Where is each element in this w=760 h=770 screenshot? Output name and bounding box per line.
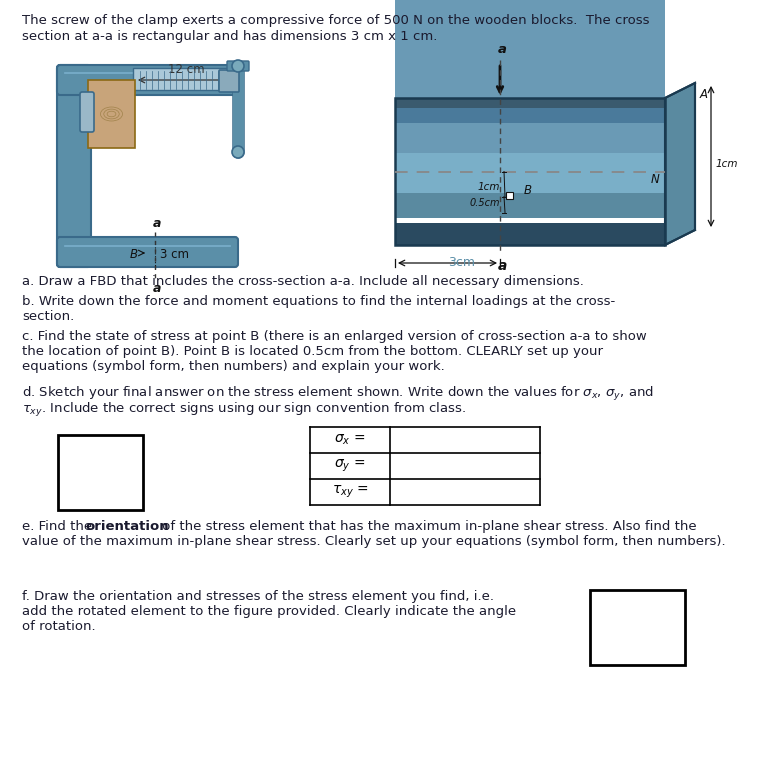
Bar — [506, 192, 513, 199]
Bar — [395, 98, 665, 108]
Text: a. Draw a FBD that includes the cross-section a-a. Include all necessary dimensi: a. Draw a FBD that includes the cross-se… — [22, 275, 584, 288]
FancyBboxPatch shape — [57, 65, 238, 95]
Text: A: A — [700, 88, 708, 101]
Bar — [395, 193, 665, 218]
Text: a: a — [153, 217, 161, 230]
Text: 12 cm: 12 cm — [168, 63, 204, 76]
Text: $\sigma_x$ =: $\sigma_x$ = — [334, 433, 366, 447]
Text: section at a-a is rectangular and has dimensions 3 cm x 1 cm.: section at a-a is rectangular and has di… — [22, 30, 437, 43]
Text: 1cm: 1cm — [477, 182, 500, 192]
Text: of the stress element that has the maximum in-plane shear stress. Also find the: of the stress element that has the maxim… — [158, 520, 697, 533]
Bar — [395, 153, 665, 193]
FancyBboxPatch shape — [57, 237, 238, 267]
Text: b. Write down the force and moment equations to find the internal loadings at th: b. Write down the force and moment equat… — [22, 295, 616, 308]
Polygon shape — [665, 83, 695, 245]
Text: orientation: orientation — [85, 520, 169, 533]
Text: of rotation.: of rotation. — [22, 620, 96, 633]
Text: equations (symbol form, then numbers) and explain your work.: equations (symbol form, then numbers) an… — [22, 360, 445, 373]
Text: 0.5cm: 0.5cm — [470, 197, 500, 207]
Text: a: a — [153, 282, 161, 295]
Text: 1cm: 1cm — [715, 159, 737, 169]
FancyBboxPatch shape — [57, 65, 91, 267]
Text: f. Draw the orientation and stresses of the stress element you find, i.e.: f. Draw the orientation and stresses of … — [22, 590, 494, 603]
Text: 3 cm: 3 cm — [160, 249, 189, 262]
Text: B: B — [524, 184, 532, 197]
Text: section.: section. — [22, 310, 74, 323]
Text: add the rotated element to the figure provided. Clearly indicate the angle: add the rotated element to the figure pr… — [22, 605, 516, 618]
Text: d. Sketch your final answer on the stress element shown. Write down the values f: d. Sketch your final answer on the stres… — [22, 385, 654, 403]
Text: $\sigma_y$ =: $\sigma_y$ = — [334, 458, 366, 474]
Text: $\tau_{xy}$. Include the correct signs using our sign convention from class.: $\tau_{xy}$. Include the correct signs u… — [22, 401, 467, 419]
Text: the location of point B). Point B is located 0.5cm from the bottom. CLEARLY set : the location of point B). Point B is loc… — [22, 345, 603, 358]
Circle shape — [232, 146, 244, 158]
Text: B: B — [130, 249, 138, 262]
FancyBboxPatch shape — [80, 92, 94, 132]
Text: $\tau_{xy}$ =: $\tau_{xy}$ = — [331, 484, 369, 500]
Text: a: a — [498, 43, 506, 56]
FancyBboxPatch shape — [227, 61, 249, 71]
Text: c. Find the state of stress at point B (there is an enlarged version of cross-se: c. Find the state of stress at point B (… — [22, 330, 647, 343]
Bar — [395, 123, 665, 153]
Bar — [58, 435, 143, 510]
Bar — [395, 98, 665, 245]
FancyBboxPatch shape — [219, 70, 239, 92]
Text: N: N — [651, 173, 660, 186]
Text: e. Find the: e. Find the — [22, 520, 97, 533]
Text: 3cm: 3cm — [448, 256, 476, 270]
Text: value of the maximum in-plane shear stress. Clearly set up your equations (symbo: value of the maximum in-plane shear stre… — [22, 535, 726, 548]
FancyBboxPatch shape — [133, 68, 228, 90]
Text: The screw of the clamp exerts a compressive force of 500 N on the wooden blocks.: The screw of the clamp exerts a compress… — [22, 14, 650, 27]
Circle shape — [232, 60, 244, 72]
Bar — [590, 590, 685, 665]
Bar — [395, 0, 665, 108]
Bar — [395, 223, 665, 245]
Bar — [88, 80, 135, 148]
Text: a: a — [497, 259, 507, 273]
Bar — [395, 108, 665, 123]
